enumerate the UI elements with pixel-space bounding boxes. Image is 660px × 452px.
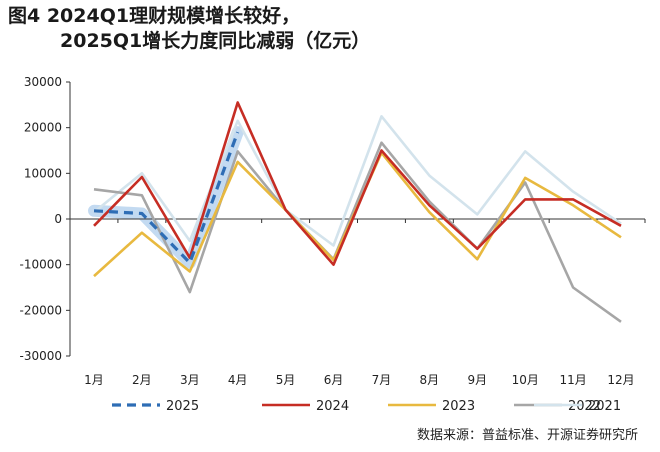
y-tick-label: 0	[54, 212, 62, 226]
x-tick-label: 2月	[132, 373, 152, 387]
chart-title-line2: 2025Q1增长力度同比减弱（亿元）	[60, 30, 371, 52]
series-layer	[93, 101, 622, 323]
x-tick-label: 5月	[276, 373, 296, 387]
series-line-2022	[93, 141, 622, 323]
series-line-2025	[93, 131, 240, 265]
x-tick-label: 7月	[372, 373, 392, 387]
y-tick-label: -10000	[19, 258, 62, 272]
y-tick-label: -30000	[19, 349, 62, 363]
y-tick-label: -20000	[19, 303, 62, 317]
legend-label-2025: 2025	[166, 399, 199, 414]
legend-label-2021: 2021	[588, 399, 621, 414]
legend-label-2024: 2024	[316, 399, 349, 414]
x-tick-label: 10月	[512, 373, 539, 387]
series-line-2024	[93, 101, 622, 266]
x-tick-label: 9月	[467, 373, 487, 387]
series-line-2023	[93, 151, 622, 278]
axis-layer: 30000 20000 10000 0 -10000 -20000 -30000 1月 2月 3月…	[19, 75, 646, 387]
series-line-2021	[93, 115, 622, 247]
x-tick-label: 6月	[324, 373, 344, 387]
y-tick-label: 20000	[24, 121, 62, 135]
x-tick-label: 11月	[559, 373, 586, 387]
x-tick-label: 3月	[180, 373, 200, 387]
y-tick-label: 30000	[24, 75, 62, 89]
x-tick-label: 4月	[228, 373, 248, 387]
x-tick-label: 12月	[607, 373, 634, 387]
legend-label-2022: 2022	[568, 399, 601, 414]
x-tick-label: 1月	[84, 373, 104, 387]
chart-title-line1: 图4 2024Q1理财规模增长较好，	[8, 5, 301, 27]
y-tick-label: 10000	[24, 166, 62, 180]
chart-title: 图4 2024Q1理财规模增长较好， 2025Q1增长力度同比减弱（亿元）	[8, 4, 370, 54]
x-tick-label: 8月	[420, 373, 440, 387]
data-source-note: 数据来源：普益标准、开源证券研究所	[416, 428, 638, 443]
legend-label-2023: 2023	[442, 399, 475, 414]
